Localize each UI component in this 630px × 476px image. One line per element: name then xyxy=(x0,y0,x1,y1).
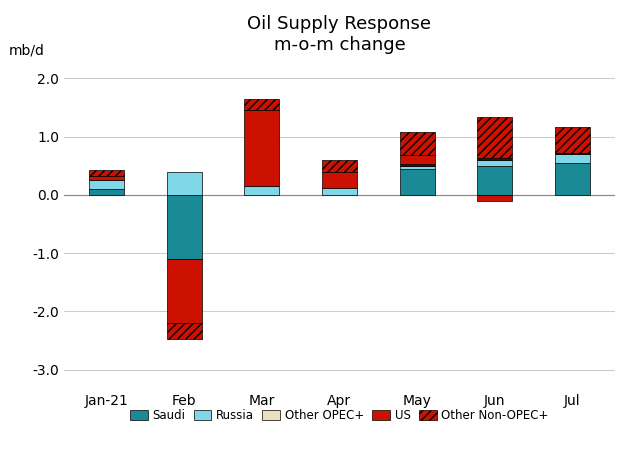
Bar xyxy=(167,323,202,339)
Bar xyxy=(89,189,124,195)
Bar xyxy=(399,166,435,169)
Bar xyxy=(244,186,279,195)
Bar xyxy=(399,164,435,166)
Bar xyxy=(477,166,512,195)
Bar xyxy=(555,153,590,154)
Bar xyxy=(89,176,124,180)
Bar xyxy=(477,118,512,158)
Bar xyxy=(322,160,357,171)
Bar xyxy=(167,259,202,323)
Legend: Saudi, Russia, Other OPEC+, US, Other Non-OPEC+: Saudi, Russia, Other OPEC+, US, Other No… xyxy=(125,404,554,427)
Bar xyxy=(167,171,202,195)
Bar xyxy=(167,195,202,259)
Bar xyxy=(244,110,279,186)
Bar xyxy=(244,99,279,110)
Bar xyxy=(477,160,512,166)
Bar xyxy=(555,127,590,153)
Bar xyxy=(322,188,357,195)
Bar xyxy=(89,180,124,189)
Bar xyxy=(399,155,435,164)
Bar xyxy=(477,195,512,201)
Bar xyxy=(477,158,512,160)
Bar xyxy=(555,154,590,163)
Text: mb/d: mb/d xyxy=(9,44,45,58)
Bar xyxy=(322,171,357,188)
Title: Oil Supply Response
m-o-m change: Oil Supply Response m-o-m change xyxy=(248,15,432,54)
Bar xyxy=(555,163,590,195)
Bar xyxy=(399,169,435,195)
Bar xyxy=(89,170,124,176)
Bar xyxy=(399,132,435,155)
